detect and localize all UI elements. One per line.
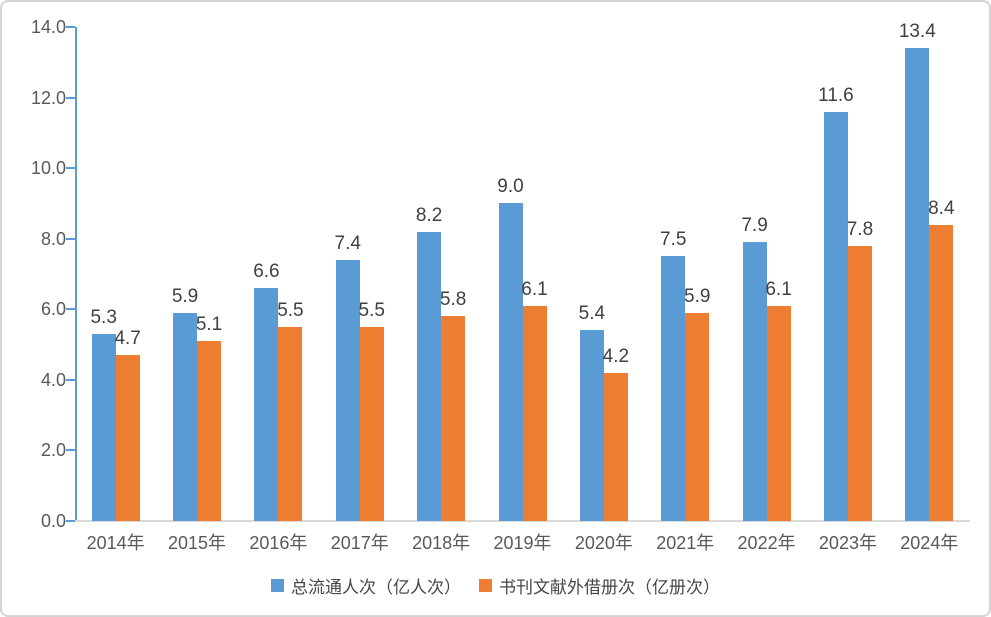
bar-series-1: [335, 259, 360, 521]
bar-series-1: [254, 288, 279, 521]
x-axis-tick-label: 2022年: [737, 533, 796, 553]
bar-value-label: 6.1: [521, 278, 548, 300]
y-axis-tick: [66, 26, 75, 28]
y-axis-tick-label: 4.0: [40, 369, 66, 390]
bar-series-1: [498, 203, 523, 521]
x-axis-tick-label: 2023年: [818, 533, 877, 553]
bar-value-label: 4.7: [114, 328, 141, 350]
bar-series-2: [603, 372, 628, 521]
bar-value-label: 7.8: [846, 218, 874, 240]
x-axis-tick-label: 2014年: [86, 533, 145, 553]
bar-series-2: [766, 305, 791, 521]
x-axis-baseline: [75, 520, 970, 522]
legend-item-series-1: 总流通人次（亿人次）: [271, 573, 461, 598]
bar-series-1: [579, 330, 604, 521]
bar-series-2: [278, 326, 303, 521]
bar-series-1: [173, 312, 198, 521]
y-axis-tick-label: 10.0: [30, 158, 66, 179]
y-axis-tick: [66, 520, 75, 522]
bar-value-label: 5.5: [277, 299, 304, 321]
legend-label: 总流通人次（亿人次）: [291, 578, 461, 597]
bar-value-label: 9.0: [497, 176, 524, 198]
bar-value-label: 5.3: [90, 306, 117, 328]
legend-swatch-icon: [479, 579, 492, 592]
bar-series-2: [522, 305, 547, 521]
legend-label: 书刊文献外借册次（亿册次）: [499, 578, 720, 597]
chart-legend: 总流通人次（亿人次） 书刊文献外借册次（亿册次）: [2, 573, 989, 598]
bar-value-label: 5.9: [684, 285, 711, 307]
y-axis-tick-label: 0.0: [40, 511, 66, 531]
x-axis-tick-label: 2015年: [168, 533, 227, 553]
y-axis-tick-label: 2.0: [40, 440, 66, 461]
bar-value-label: 7.4: [334, 232, 361, 254]
bar-value-label: 13.4: [898, 21, 936, 43]
bar-series-2: [359, 326, 384, 521]
bar-value-label: 5.4: [578, 303, 606, 325]
bar-series-1: [823, 111, 848, 521]
bar-value-label: 4.2: [602, 345, 630, 367]
y-axis-line: [75, 27, 77, 521]
bar-series-2: [115, 355, 140, 521]
bar-series-2: [197, 341, 222, 521]
x-axis-tick-label: 2019年: [493, 533, 552, 553]
x-axis-tick-label: 2016年: [249, 533, 308, 553]
x-axis-tick-label: 2018年: [412, 533, 471, 553]
bar-value-label: 6.6: [253, 261, 280, 283]
legend-item-series-2: 书刊文献外借册次（亿册次）: [479, 573, 720, 598]
bar-series-1: [91, 334, 116, 521]
bar-series-1: [417, 231, 442, 521]
x-axis-tick-label: 2024年: [900, 533, 959, 553]
bar-series-1: [742, 242, 767, 521]
bar-series-1: [661, 256, 686, 521]
x-axis-tick-label: 2020年: [574, 533, 633, 553]
legend-swatch-icon: [271, 579, 284, 592]
y-axis-tick: [66, 237, 75, 240]
bar-series-2: [929, 224, 954, 521]
bar-value-label: 11.6: [818, 84, 854, 106]
bar-value-label: 5.1: [195, 314, 223, 336]
bar-value-label: 5.9: [171, 285, 199, 307]
y-axis-tick-label: 12.0: [30, 87, 66, 108]
y-axis-tick-label: 14.0: [30, 17, 66, 37]
bar-series-2: [847, 245, 872, 521]
x-axis-tick-label: 2021年: [656, 533, 715, 553]
bar-value-label: 7.9: [741, 215, 768, 237]
y-axis-tick: [66, 96, 75, 99]
bar-value-label: 6.1: [765, 278, 792, 300]
bar-value-label: 7.5: [660, 229, 687, 251]
plot-area: 5.3 4.7 5.9 5.1 6.6 5.5 7.4 5.5 8.2 5.8 9.0 6.1 5.4 4…: [66, 21, 970, 522]
y-axis-tick-label: 6.0: [40, 299, 66, 320]
y-axis-tick: [66, 449, 75, 452]
bar-series-2: [441, 316, 466, 521]
y-axis-tick: [66, 167, 75, 170]
y-axis-tick: [66, 308, 75, 311]
bar-value-label: 5.5: [358, 299, 385, 321]
x-axis-tick-label: 2017年: [330, 533, 389, 553]
y-axis-tick: [66, 378, 75, 381]
bar-series-2: [685, 312, 710, 521]
bar-value-label: 8.2: [415, 204, 443, 226]
bar-value-label: 8.4: [928, 197, 955, 219]
bar-value-label: 5.8: [439, 289, 467, 311]
bar-series-1: [905, 48, 930, 521]
y-axis-tick-label: 8.0: [40, 228, 66, 249]
